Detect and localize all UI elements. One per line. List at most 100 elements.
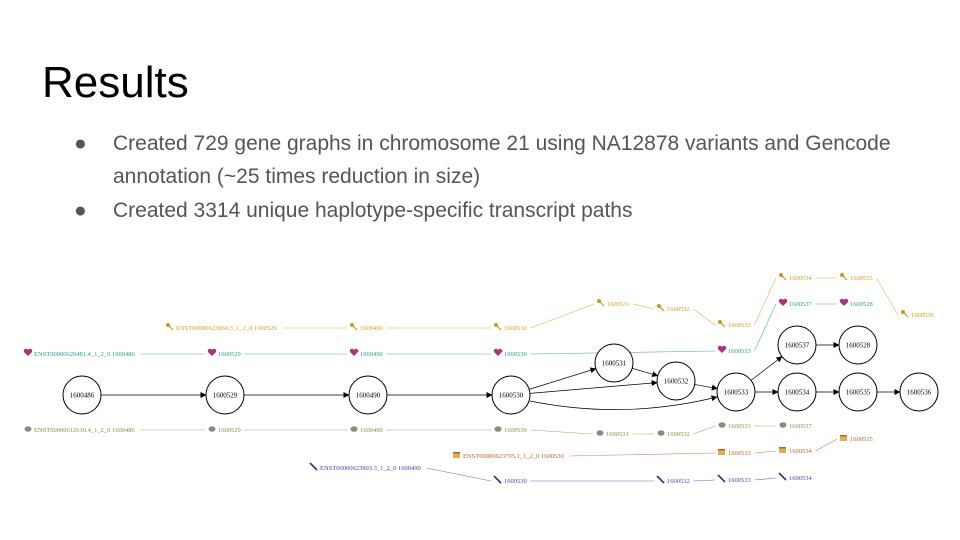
key-icon: [350, 323, 358, 331]
graph-edge: [694, 384, 718, 391]
path-node-label: 1600534: [789, 448, 813, 455]
path-connector: [633, 303, 655, 310]
cake-icon: [718, 449, 725, 455]
graph-node-label: 1600529: [213, 392, 238, 400]
heart-icon: [717, 345, 727, 353]
bullet-item: ● Created 3314 unique haplotype-specific…: [74, 194, 934, 227]
pen-icon: [493, 475, 502, 484]
transcript-path: ENST00000612610.4_1_2_0 1600486 1600529 16…: [24, 422, 813, 438]
graph-edges: [101, 342, 901, 410]
bell-icon: [350, 426, 358, 432]
bullet-marker: ●: [74, 199, 87, 222]
graph-nodes: 1600486 1600529 1600490 1600530 1600531 16005…: [62, 325, 939, 415]
graph-node: 1600532: [656, 361, 696, 401]
cake-icon: [453, 452, 460, 458]
heart-icon: [207, 348, 217, 356]
path-node-label: ENST00000623795.1_1_2_0 1600530: [463, 453, 564, 460]
graph-node-label: 1600536: [907, 389, 932, 397]
graph-node: 1600486: [62, 375, 102, 415]
path-node-label: 1600537: [789, 301, 813, 308]
path-connector: [754, 477, 777, 481]
graph-node-circle: [838, 325, 878, 365]
path-node-label: 1600536: [911, 312, 935, 319]
heart-icon: [493, 348, 503, 356]
graph-edge: [632, 367, 659, 378]
graph-node: 1600530: [491, 375, 531, 415]
graph-node-circle: [491, 375, 531, 415]
graph-node-label: 1600486: [70, 392, 95, 400]
path-node-label: 1600530: [504, 351, 527, 358]
cake-icon: [779, 447, 786, 453]
graph-edge: [750, 356, 783, 381]
pen-icon: [778, 472, 787, 481]
path-node-label: 1600532: [667, 431, 690, 438]
path-node-label: ENST00000620481.4_1_2_0 1600486: [34, 351, 136, 358]
path-node-label: 1600490: [360, 325, 383, 332]
heart-icon: [839, 298, 849, 306]
graph-edge: [529, 380, 658, 394]
bell-icon: [24, 426, 32, 432]
key-icon: [494, 323, 502, 331]
graph-node-label: 1600528: [846, 342, 871, 350]
graph-edge: [529, 367, 597, 390]
key-icon: [657, 304, 665, 312]
graph-node-circle: [777, 325, 817, 365]
bell-icon: [718, 422, 726, 428]
path-node-label: 1600490: [360, 351, 383, 358]
bell-icon: [596, 430, 604, 436]
path-node-label: 1600535: [850, 436, 873, 443]
key-icon: [779, 273, 787, 281]
path-node-label: 1600533: [728, 348, 751, 355]
bullet-marker: ●: [74, 132, 87, 155]
graph-edge: [529, 395, 718, 410]
graph-node-label: 1600530: [499, 392, 524, 400]
path-connector: [693, 308, 716, 326]
graph-node: 1600533: [716, 372, 756, 412]
key-icon: [166, 323, 174, 331]
graph-node-circle: [777, 372, 817, 412]
path-node-label: 1600529: [218, 427, 241, 434]
graph-node-circle: [899, 372, 939, 412]
pen-icon: [717, 474, 726, 483]
graph-node-circle: [348, 375, 388, 415]
bullet-text: Created 729 gene graphs in chromosome 21…: [113, 132, 891, 188]
transcript-path: ENST00000620481.4_1_2_0 1600486 1600529 16…: [23, 298, 873, 358]
path-connector: [693, 425, 716, 435]
path-node-label: 1600530: [504, 478, 527, 485]
graph-node: 1600535: [838, 372, 878, 412]
bell-icon: [779, 422, 787, 428]
path-node-label: 1600530: [504, 427, 527, 434]
path-node-label: 1600532: [667, 306, 690, 313]
path-node-label: ENST00000623960.3_1_2_0 1600529: [176, 325, 277, 332]
heart-icon: [778, 298, 788, 306]
graph-node-circle: [838, 372, 878, 412]
path-node-label: 1600533: [728, 322, 751, 329]
heart-icon: [23, 348, 33, 356]
graph-node-circle: [205, 375, 245, 415]
bell-icon: [657, 430, 665, 436]
key-icon: [840, 273, 848, 281]
path-node-label: 1600533: [728, 477, 751, 484]
path-connector: [754, 277, 777, 326]
slide-title: Results: [42, 58, 189, 107]
graph-node: 1600528: [838, 325, 878, 365]
graph-node: 1600531: [594, 343, 634, 383]
bullet-text: Created 3314 unique haplotype-specific t…: [113, 199, 633, 222]
path-node-label: 1600537: [789, 423, 813, 430]
graph-node-label: 1600533: [724, 389, 749, 397]
key-icon: [901, 310, 909, 318]
graph-node-label: 1600532: [664, 378, 689, 386]
graph-node: 1600529: [205, 375, 245, 415]
graph-node-label: 1600531: [602, 360, 627, 368]
pen-icon: [309, 462, 318, 471]
path-node-label: 1600530: [504, 325, 527, 332]
heart-icon: [349, 348, 359, 356]
graph-node: 1600534: [777, 372, 817, 412]
bell-icon: [494, 426, 502, 432]
path-connector: [569, 452, 716, 457]
path-node-label: 1600534: [789, 475, 813, 482]
path-connector: [876, 277, 899, 316]
graph-node-circle: [62, 375, 102, 415]
path-node-label: 1600531: [607, 301, 630, 308]
path-node-label: 1600535: [850, 275, 873, 282]
